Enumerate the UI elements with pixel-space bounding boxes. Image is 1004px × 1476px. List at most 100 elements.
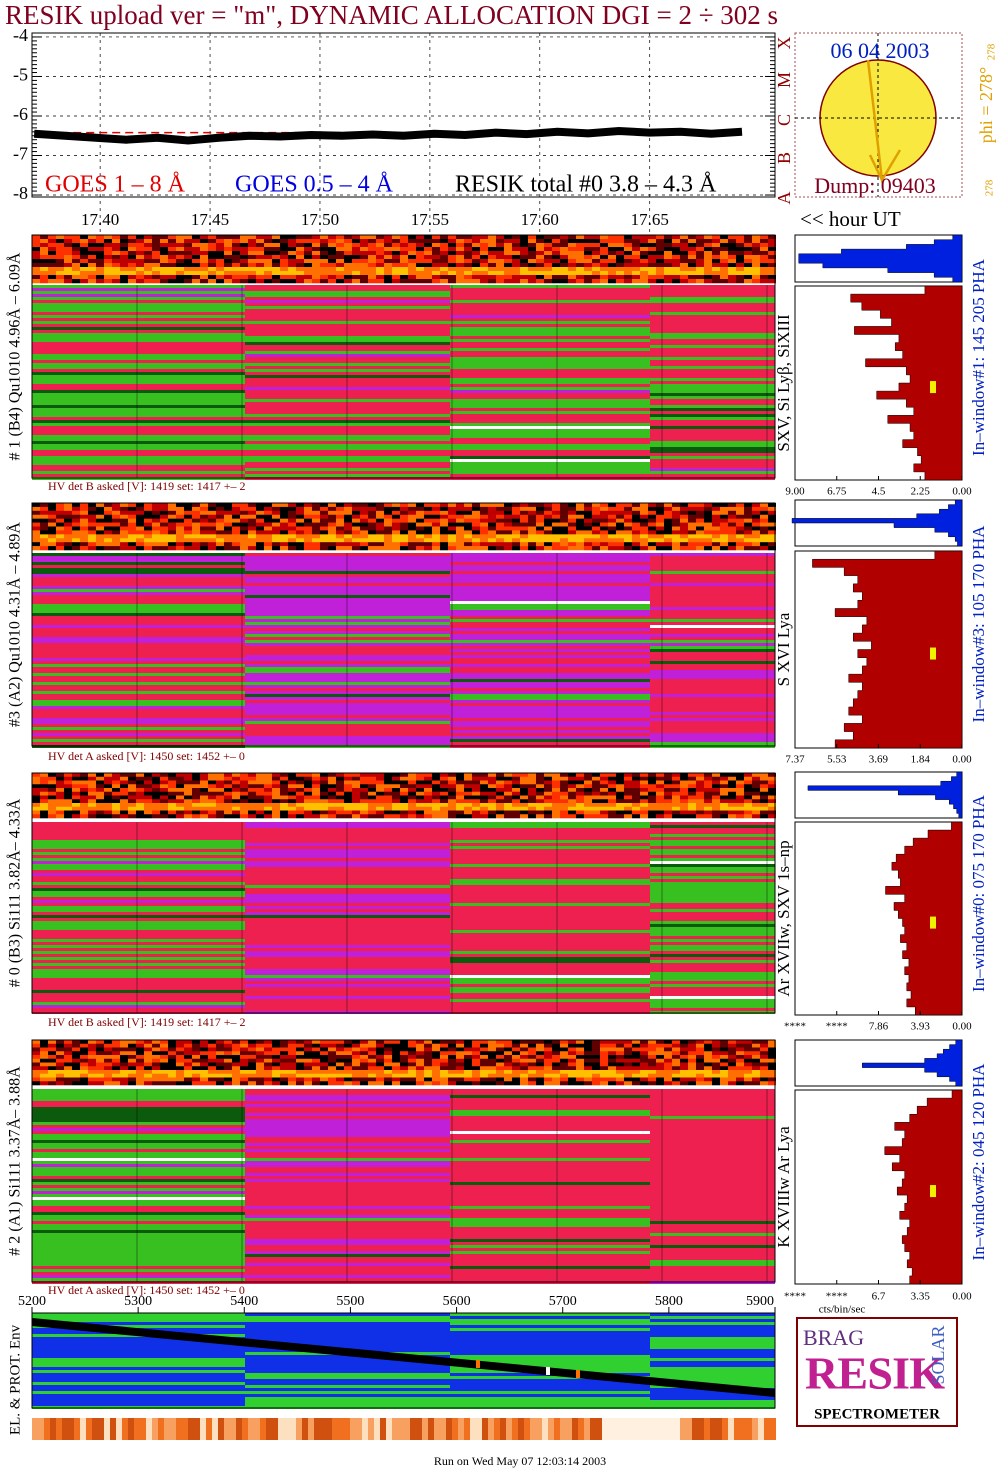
pixel bbox=[576, 503, 584, 508]
pixel bbox=[544, 810, 552, 815]
pixel bbox=[80, 235, 88, 240]
stripe bbox=[450, 297, 650, 300]
y-tick-label: -5 bbox=[13, 65, 28, 85]
pixel bbox=[384, 235, 392, 240]
pixel bbox=[344, 814, 352, 819]
pixel bbox=[224, 522, 232, 527]
stripe bbox=[32, 921, 245, 924]
pixel bbox=[344, 251, 352, 256]
pixel bbox=[624, 271, 632, 276]
stripe bbox=[450, 351, 650, 354]
stripe bbox=[650, 444, 775, 447]
pixel bbox=[40, 810, 48, 815]
stripe bbox=[32, 616, 245, 619]
pixel bbox=[696, 271, 704, 276]
pixel bbox=[512, 243, 520, 248]
pixel bbox=[240, 279, 248, 284]
stripe bbox=[650, 465, 775, 468]
pixel bbox=[648, 538, 656, 543]
pixel bbox=[48, 514, 56, 519]
pixel bbox=[192, 534, 200, 539]
pixel bbox=[672, 510, 680, 516]
pixel bbox=[560, 506, 568, 512]
stripe bbox=[32, 963, 245, 966]
pixel bbox=[32, 518, 40, 523]
pixel bbox=[200, 506, 208, 512]
pixel bbox=[312, 279, 320, 284]
pixel bbox=[56, 776, 64, 781]
pixel bbox=[512, 806, 520, 811]
pixel bbox=[184, 773, 192, 778]
pixel bbox=[360, 267, 368, 272]
pixel bbox=[344, 776, 352, 781]
pixel bbox=[424, 271, 432, 276]
pixel bbox=[80, 247, 88, 252]
pixel bbox=[528, 522, 536, 527]
pixel bbox=[352, 514, 360, 519]
pixel bbox=[280, 530, 288, 535]
pixel bbox=[56, 534, 64, 539]
pixel bbox=[608, 255, 616, 260]
stripe bbox=[245, 363, 450, 366]
stripe bbox=[245, 849, 450, 852]
pixel bbox=[288, 514, 296, 519]
pixel bbox=[568, 776, 576, 781]
pixel bbox=[176, 810, 184, 815]
pixel bbox=[216, 1055, 224, 1060]
pixel bbox=[336, 1051, 344, 1056]
stripe bbox=[650, 348, 775, 351]
pixel bbox=[448, 803, 456, 808]
pixel bbox=[632, 799, 640, 804]
pixel bbox=[760, 1055, 768, 1060]
pixel bbox=[672, 518, 680, 523]
pixel bbox=[360, 791, 368, 796]
pixel bbox=[648, 791, 656, 796]
pixel bbox=[696, 795, 704, 800]
pixel bbox=[568, 534, 576, 539]
pixel bbox=[616, 534, 624, 539]
pixel bbox=[600, 267, 608, 272]
pixel bbox=[128, 791, 136, 796]
pixel bbox=[104, 522, 112, 527]
pixel bbox=[528, 271, 536, 276]
stripe bbox=[245, 736, 450, 739]
pixel bbox=[768, 506, 776, 512]
pixel bbox=[264, 803, 272, 808]
pixel bbox=[72, 247, 80, 252]
pixel bbox=[56, 251, 64, 256]
pixel bbox=[416, 522, 424, 527]
pixel bbox=[144, 259, 152, 264]
stripe bbox=[650, 429, 775, 432]
pixel bbox=[80, 522, 88, 527]
pixel bbox=[440, 279, 448, 284]
pixel bbox=[704, 780, 712, 785]
pixel bbox=[664, 1051, 672, 1056]
stripe bbox=[450, 589, 650, 592]
pixel bbox=[552, 530, 560, 535]
pixel bbox=[672, 259, 680, 264]
pixel bbox=[552, 776, 560, 781]
pixel bbox=[344, 247, 352, 252]
pixel bbox=[80, 810, 88, 815]
pixel bbox=[416, 1047, 424, 1052]
stripe bbox=[32, 691, 245, 694]
pixel bbox=[680, 546, 688, 551]
pixel bbox=[48, 510, 56, 516]
pixel bbox=[664, 803, 672, 808]
pixel bbox=[96, 255, 104, 260]
pixel bbox=[488, 534, 496, 539]
stripe bbox=[245, 360, 450, 363]
pixel bbox=[128, 773, 136, 778]
pixel bbox=[544, 275, 552, 280]
pixel bbox=[72, 803, 80, 808]
pixel bbox=[760, 788, 768, 793]
stripe bbox=[650, 402, 775, 405]
pixel bbox=[200, 235, 208, 240]
pixel bbox=[528, 803, 536, 808]
pixel bbox=[656, 788, 664, 793]
pixel bbox=[552, 791, 560, 796]
stripe bbox=[450, 565, 650, 568]
pixel bbox=[120, 275, 128, 280]
stripe bbox=[450, 393, 650, 396]
pixel bbox=[720, 267, 728, 272]
